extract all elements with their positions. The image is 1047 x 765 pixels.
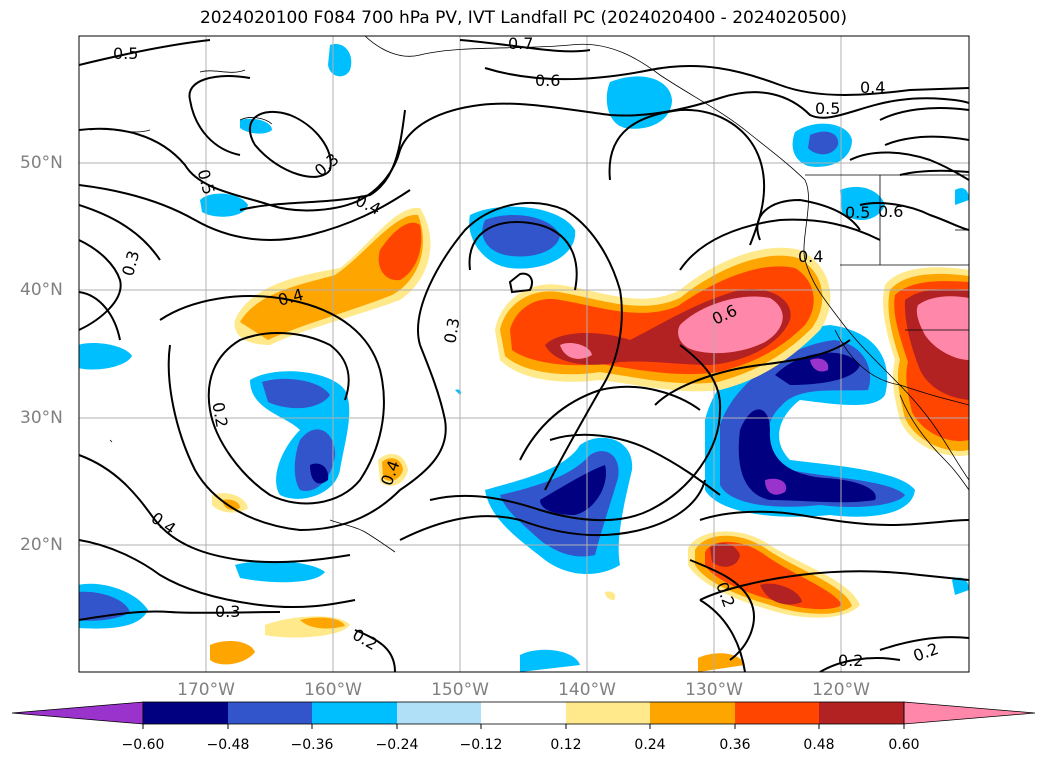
contour-label: 0.2 bbox=[838, 651, 863, 670]
lat-label-40n: 40°N bbox=[20, 280, 63, 300]
contour-label-group: 0.5 0.7 0.6 0.4 0.5 0.3 0.5 0.4 0.3 0.4 … bbox=[113, 34, 941, 670]
contour-label: 0.5 bbox=[113, 44, 138, 63]
contour-label: 0.3 bbox=[215, 602, 240, 621]
colorbar-tick-label: −0.12 bbox=[459, 737, 503, 753]
colorbar-tick-label: −0.60 bbox=[121, 737, 165, 753]
contour-label: 0.5 bbox=[845, 203, 870, 222]
colorbar-tick-label: −0.24 bbox=[375, 737, 419, 753]
contour-label: 0.4 bbox=[798, 247, 823, 266]
colorbar-tick-label: 0.12 bbox=[550, 737, 582, 753]
colorbar-tick-label: 0.60 bbox=[888, 737, 920, 753]
plot-frame bbox=[78, 35, 970, 673]
contour-label: 0.6 bbox=[535, 71, 560, 90]
pv-contours bbox=[79, 39, 969, 672]
lon-label-120w: 120°W bbox=[812, 680, 870, 700]
contour-label: 0.5 bbox=[815, 99, 840, 118]
lon-label-170w: 170°W bbox=[177, 680, 235, 700]
contour-label: 0.7 bbox=[508, 34, 533, 53]
colorbar-tick-label: 0.24 bbox=[634, 737, 666, 753]
lon-label-140w: 140°W bbox=[558, 680, 616, 700]
colorbar-tick-label: −0.36 bbox=[290, 737, 334, 753]
lat-lon-grid bbox=[79, 36, 969, 672]
contour-label: 0.4 bbox=[860, 78, 885, 97]
positive-pv-regions bbox=[210, 207, 969, 672]
filled-pv-field bbox=[79, 36, 969, 672]
contour-label: 0.2 bbox=[208, 401, 231, 429]
lat-label-30n: 30°N bbox=[20, 408, 63, 428]
contour-label: 0.6 bbox=[878, 202, 903, 221]
lon-label-160w: 160°W bbox=[304, 680, 362, 700]
lon-label-130w: 130°W bbox=[685, 680, 743, 700]
colorbar bbox=[11, 701, 1036, 729]
colorbar-tick-label: −0.48 bbox=[206, 737, 250, 753]
map-title: 2024020100 F084 700 hPa PV, IVT Landfall… bbox=[199, 8, 847, 28]
colorbar-tick-label: 0.48 bbox=[803, 737, 835, 753]
colorbar-tick-label: 0.36 bbox=[719, 737, 751, 753]
contour-label: 0.3 bbox=[440, 316, 463, 344]
lat-label-50n: 50°N bbox=[20, 153, 63, 173]
lon-label-150w: 150°W bbox=[431, 680, 489, 700]
lat-label-20n: 20°N bbox=[20, 535, 63, 555]
